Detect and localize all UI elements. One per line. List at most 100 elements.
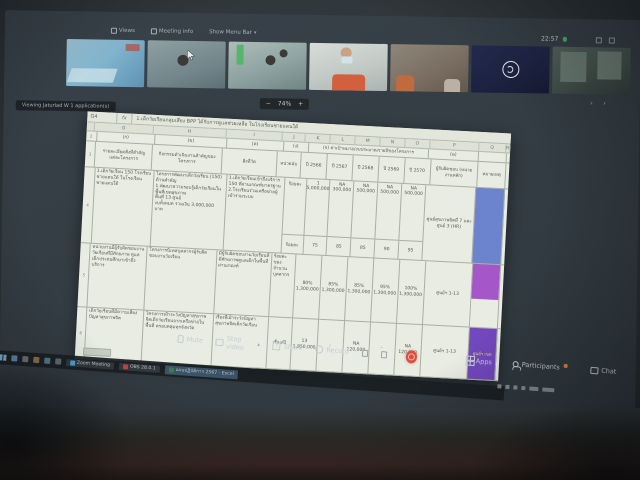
share-zoom-control[interactable]: − 74% + [259, 98, 310, 110]
data-cell: NA 300,000 [327, 180, 354, 239]
chat-bubble-icon [589, 366, 599, 374]
tray-arrow-icon[interactable] [497, 384, 502, 389]
data-cell: 80% 1,300,000 [293, 254, 323, 320]
meeting-info-label: Meeting info [158, 28, 194, 35]
fx-icon: fx [117, 112, 133, 124]
sheet-scroll-handle[interactable] [82, 347, 112, 357]
highlighted-cell-blue [472, 187, 506, 266]
language-indicator[interactable] [529, 386, 539, 392]
zoom-in-button[interactable]: + [298, 100, 304, 108]
data-cell: หน่วยงานมีผู้รับผิดชอบงานวัยเรียนที่มีศั… [87, 243, 148, 311]
filler-cell [506, 153, 511, 164]
video-tile-participant-4[interactable] [390, 44, 469, 93]
col-letter: R [505, 144, 511, 153]
record-label: Record [326, 345, 350, 356]
data-cell: 85 [359, 245, 366, 251]
volume-icon [521, 385, 526, 391]
header-cell-year: ปี 2568 [352, 155, 380, 183]
zoom-out-button[interactable]: − [265, 100, 271, 108]
battery-icon [505, 384, 510, 390]
more-icon[interactable] [380, 350, 388, 359]
silhouette [444, 78, 461, 93]
taskbar-app-label: แผนปฏิบัติการ 2567 - Excel [175, 367, 234, 377]
mute-label: Mute [186, 335, 204, 345]
video-tile-participant-1[interactable] [147, 40, 226, 89]
header-cell-year: ปี 2566 [300, 152, 328, 180]
reactions-icon[interactable] [361, 349, 369, 357]
video-tile-obs[interactable] [471, 45, 550, 94]
video-tile-participant-2[interactable] [228, 41, 307, 90]
highlighted-cell-magenta [470, 263, 502, 330]
data-cell: 85% 1,300,000 [344, 257, 375, 323]
decor [332, 74, 366, 92]
chat-button[interactable]: Chat [589, 366, 617, 376]
decor [66, 68, 118, 83]
microphone-icon [177, 334, 184, 344]
data-cell: NA 500,000 [399, 183, 426, 243]
video-tile-room[interactable] [551, 46, 631, 95]
video-tile-participant-3[interactable] [309, 42, 388, 92]
data-cell: 90 [383, 246, 390, 252]
recording-indicator-button[interactable] [405, 349, 418, 364]
cell-name-box: G4 [87, 111, 118, 123]
clock-text: 22:57 [541, 35, 559, 43]
face-mask [341, 56, 353, 64]
data-cell: ร้อยละของจำนวนบุคลากร [269, 253, 297, 319]
record-button[interactable]: Record [315, 345, 350, 356]
tray-clock [542, 387, 555, 393]
data-cell: โครงการพัฒนาเด็กวัยเรียน (150) ด้านสำคัญ… [150, 170, 228, 251]
decor [559, 51, 587, 82]
data-cell: 85% 1,300,000 [319, 255, 349, 322]
show-menu-bar-label: Show Menu Bar [209, 29, 252, 36]
meeting-info[interactable]: Meeting info [150, 28, 194, 35]
decor [125, 43, 140, 52]
chevron-down-icon: ▾ [253, 29, 257, 36]
header-cell: หน่วยนับ [276, 151, 302, 179]
stop-video-button[interactable]: Stop video ▴ [215, 334, 260, 353]
video-tile-classroom[interactable] [66, 39, 145, 88]
apps-button[interactable]: Apps [465, 355, 493, 368]
photo-shadow [0, 360, 130, 480]
record-icon [315, 345, 324, 354]
info-icon [150, 28, 157, 35]
col-letter: Q [478, 142, 507, 153]
status-dot-icon [562, 37, 567, 42]
share-screen-icon: ↑ [272, 341, 282, 351]
apps-grid-icon [465, 355, 476, 367]
taskbar-app-excel[interactable]: แผนปฏิบัติการ 2567 - Excel [164, 364, 239, 379]
header-cell: กิจกรรมดำเนินงานสำคัญของโครงการ [151, 144, 223, 175]
row-number: 2 [86, 131, 98, 142]
data-cell: 95% 1,300,000 [370, 258, 400, 324]
strip-nav-icons[interactable]: › › [589, 99, 610, 108]
col-letter: K [305, 133, 332, 144]
share-button[interactable]: ↑ Share [272, 341, 303, 353]
system-tray[interactable] [497, 384, 555, 393]
silhouette [265, 55, 277, 66]
share-label: Share [283, 342, 303, 353]
data-cell: ร้อยละ [285, 242, 299, 249]
mute-button[interactable]: Mute [177, 334, 204, 345]
show-menu-bar[interactable]: Show Menu Bar ▾ [209, 29, 256, 36]
chevron-up-icon[interactable]: ▴ [257, 341, 261, 348]
mouse-cursor [187, 49, 196, 61]
col-letter: M [355, 136, 381, 146]
views-label: Views [118, 27, 135, 35]
participants-badge [563, 364, 568, 368]
window-controls[interactable] [595, 37, 615, 44]
data-cell: มีผู้รับผิดชอบงานวัยเรียนที่มีศักยภาพดูแ… [214, 250, 273, 318]
close-icon[interactable] [608, 37, 615, 44]
header-cell: ผู้รับผิดชอบ (หน่วยงานหลัก) [429, 159, 479, 188]
silhouette [280, 48, 289, 58]
participants-button[interactable]: Participants [512, 360, 568, 372]
data-cell: NA 500,000 [375, 182, 402, 241]
col-letter: N [380, 137, 406, 148]
data-cell: 100% 1,300,000 [396, 259, 426, 326]
data-cell: ศูนย์ฯ 1-13 [422, 261, 474, 328]
views-menu[interactable]: Views [110, 27, 135, 35]
meeting-topbar: Views Meeting info Show Menu Bar ▾ [110, 27, 256, 36]
stop-video-label: Stop video [225, 334, 245, 352]
header-cell: รายละเอียดสิ่งที่สำคัญแต่ละโครงการ [95, 141, 154, 171]
taskbar-app-label: OBS 28.0.1 [129, 364, 156, 371]
apps-label: Apps [475, 357, 493, 367]
minimize-icon[interactable] [595, 37, 602, 44]
